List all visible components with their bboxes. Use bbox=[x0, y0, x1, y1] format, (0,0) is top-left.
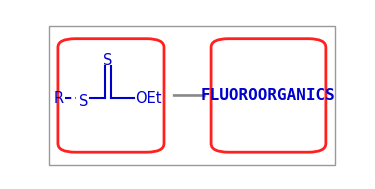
Text: FLUOROORGANICS: FLUOROORGANICS bbox=[201, 88, 336, 103]
FancyBboxPatch shape bbox=[49, 26, 335, 165]
Text: R: R bbox=[53, 91, 63, 106]
FancyBboxPatch shape bbox=[211, 39, 326, 152]
Text: OEt: OEt bbox=[135, 91, 162, 106]
Text: S: S bbox=[78, 94, 88, 109]
Text: S: S bbox=[103, 53, 112, 68]
FancyBboxPatch shape bbox=[58, 39, 164, 152]
